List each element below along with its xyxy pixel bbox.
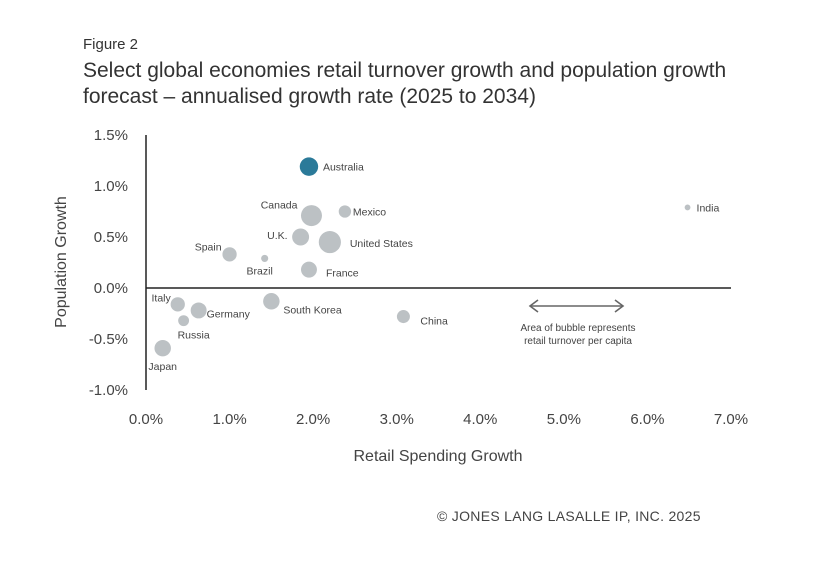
- bubble-india: [684, 204, 691, 211]
- bubble-south-korea: [263, 293, 280, 310]
- bubbles: [154, 157, 691, 357]
- bubble-brazil: [261, 254, 269, 262]
- x-tick-label: 1.0%: [212, 411, 246, 428]
- x-tick-label: 7.0%: [714, 411, 748, 428]
- y-tick-label: -0.5%: [89, 331, 128, 348]
- size-legend-text: Area of bubble represents: [520, 323, 635, 334]
- x-tick-label: 6.0%: [630, 411, 664, 428]
- bubble-japan: [154, 339, 171, 357]
- arrow-right-icon: [614, 299, 625, 313]
- bubble-label: France: [326, 268, 359, 280]
- bubble-label: South Korea: [283, 304, 342, 316]
- bubble-chart: 1.5%1.0%0.5%0.0%-0.5%-1.0%0.0% 1.0% 2.0% 3.…: [53, 127, 748, 465]
- x-tick-label: 4.0%: [463, 411, 497, 428]
- bubble-label: Canada: [261, 200, 298, 212]
- y-tick-label: 0.5%: [94, 229, 128, 246]
- bubble-label: United States: [350, 238, 413, 250]
- axes: 1.5%1.0%0.5%0.0%-0.5%-1.0%0.0% 1.0% 2.0% 3.…: [53, 127, 748, 465]
- bubble-france: [300, 261, 317, 278]
- bubble-label: India: [697, 202, 720, 214]
- bubble-u-k: [292, 228, 310, 246]
- y-tick-label: 1.0%: [94, 178, 128, 195]
- arrow-left-icon: [528, 299, 539, 313]
- copyright: © JONES LANG LASALLE IP, INC. 2025: [437, 508, 701, 524]
- x-tick-label: 2.0%: [296, 411, 330, 428]
- bubble-china: [396, 310, 410, 324]
- bubble-label: Australia: [323, 162, 364, 174]
- bubble-label: Japan: [148, 361, 177, 373]
- y-axis-title: Population Growth: [53, 196, 70, 328]
- x-tick-label: 3.0%: [380, 411, 414, 428]
- y-tick-label: 1.5%: [94, 127, 128, 144]
- figure-label: Figure 2: [83, 36, 139, 53]
- bubble-label: U.K.: [267, 230, 287, 242]
- bubble-spain: [222, 247, 237, 262]
- chart-title: Select global economies retail turnover …: [83, 59, 727, 108]
- bubble-italy: [170, 297, 185, 312]
- bubble-australia: [299, 157, 319, 176]
- bubble-united-states: [318, 231, 341, 254]
- bubble-germany: [190, 302, 207, 319]
- bubble-canada: [300, 205, 322, 227]
- bubble-label: Russia: [178, 330, 210, 342]
- y-tick-label: 0.0%: [94, 280, 128, 297]
- bubble-label: Brazil: [247, 265, 273, 277]
- bubble-label: China: [420, 316, 448, 328]
- bubble-mexico: [338, 205, 352, 218]
- bubble-russia: [178, 315, 190, 327]
- bubble-label: Germany: [207, 308, 251, 320]
- size-legend-text: retail turnover per capita: [524, 336, 632, 347]
- size-legend: Area of bubble represents retail turnover…: [520, 299, 636, 347]
- x-axis-title: Retail Spending Growth: [354, 448, 523, 465]
- bubble-labels: Australia Canada Mexico India U.K. United Sta…: [148, 162, 719, 374]
- x-tick-label: 5.0%: [547, 411, 581, 428]
- y-tick-label: -1.0%: [89, 382, 128, 399]
- bubble-label: Spain: [195, 241, 222, 253]
- x-tick-label: 0.0%: [129, 411, 163, 428]
- bubble-label: Mexico: [353, 207, 386, 219]
- bubble-label: Italy: [151, 292, 171, 304]
